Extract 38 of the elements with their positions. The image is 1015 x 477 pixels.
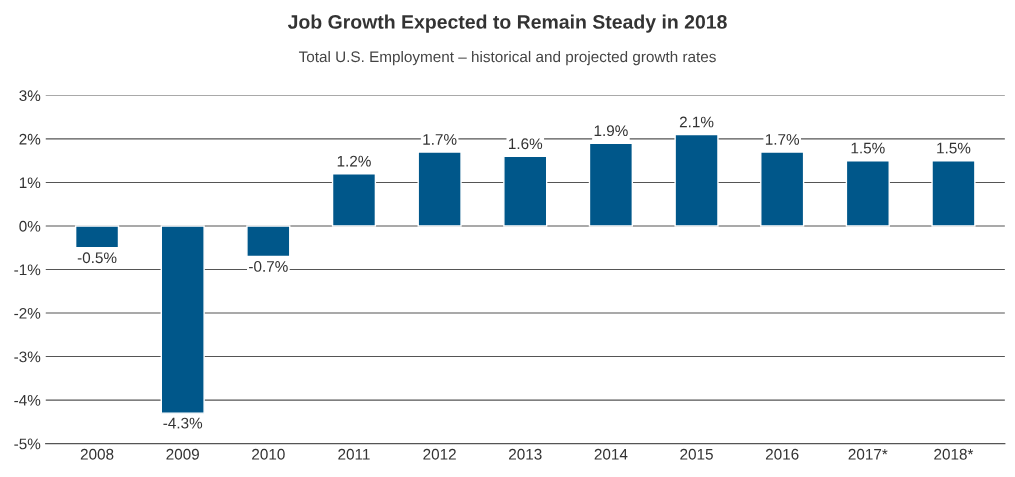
x-tick-label: 2017* <box>848 448 888 460</box>
data-label: 1.7% <box>423 134 457 145</box>
y-tick-label: 1% <box>19 177 41 189</box>
bar <box>246 225 291 258</box>
y-tick-label: -4% <box>14 395 41 406</box>
bar <box>331 173 377 227</box>
chart-title: Job Growth Expected to Remain Steady in 2018 <box>287 14 727 33</box>
bar <box>760 151 805 227</box>
data-label: 1.9% <box>594 125 628 137</box>
x-tick-label: 2013 <box>509 448 542 460</box>
x-tick-label: 2014 <box>594 448 628 460</box>
data-label: 1.7% <box>765 134 800 145</box>
x-tick-label: 2015 <box>680 448 713 460</box>
x-tick-label: 2018* <box>934 448 974 460</box>
data-label: 1.6% <box>509 138 543 150</box>
bar <box>417 151 462 227</box>
x-tick-label: 2012 <box>423 448 456 460</box>
x-tick-label: 2008 <box>80 448 114 460</box>
data-label: 1.2% <box>337 155 371 167</box>
y-tick-label: 3% <box>19 90 41 102</box>
data-label: 1.5% <box>937 142 971 154</box>
data-label: 2.1% <box>679 116 714 128</box>
y-tick-label: 0% <box>19 220 41 232</box>
data-label: -0.7% <box>249 261 288 272</box>
y-tick-label: 2% <box>19 133 41 145</box>
data-label: -0.5% <box>77 252 117 264</box>
x-tick-label: 2010 <box>252 448 285 460</box>
y-tick-label: -5% <box>14 438 41 450</box>
x-tick-label: 2011 <box>338 448 370 460</box>
chart-subtitle: Total U.S. Employment – historical and projected growth rates <box>298 50 716 66</box>
x-tick-label: 2016 <box>765 448 799 460</box>
y-tick-label: -1% <box>14 264 41 276</box>
x-tick-label: 2009 <box>166 448 199 460</box>
bar <box>503 155 548 227</box>
data-label: -4.3% <box>163 417 203 429</box>
data-label: 1.5% <box>851 142 885 154</box>
y-tick-label: -3% <box>14 351 41 363</box>
y-tick-label: -2% <box>14 307 41 319</box>
